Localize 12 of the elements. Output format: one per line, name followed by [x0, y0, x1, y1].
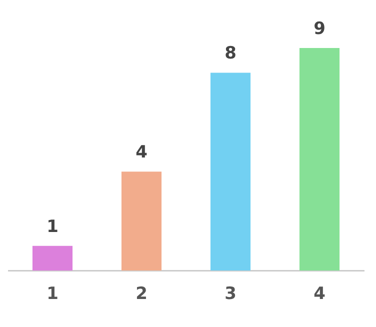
x-tick-label: 4 [314, 284, 326, 304]
data-label: 1 [46, 216, 58, 237]
x-tick-label: 1 [46, 284, 58, 304]
bar [32, 246, 73, 271]
bar [210, 72, 251, 271]
bar [121, 172, 162, 271]
data-label: 4 [136, 142, 148, 163]
x-tick-label: 2 [136, 284, 148, 304]
data-label: 9 [314, 18, 326, 39]
bar [299, 48, 340, 271]
data-label: 8 [224, 44, 236, 64]
x-tick-label: 3 [224, 284, 236, 304]
